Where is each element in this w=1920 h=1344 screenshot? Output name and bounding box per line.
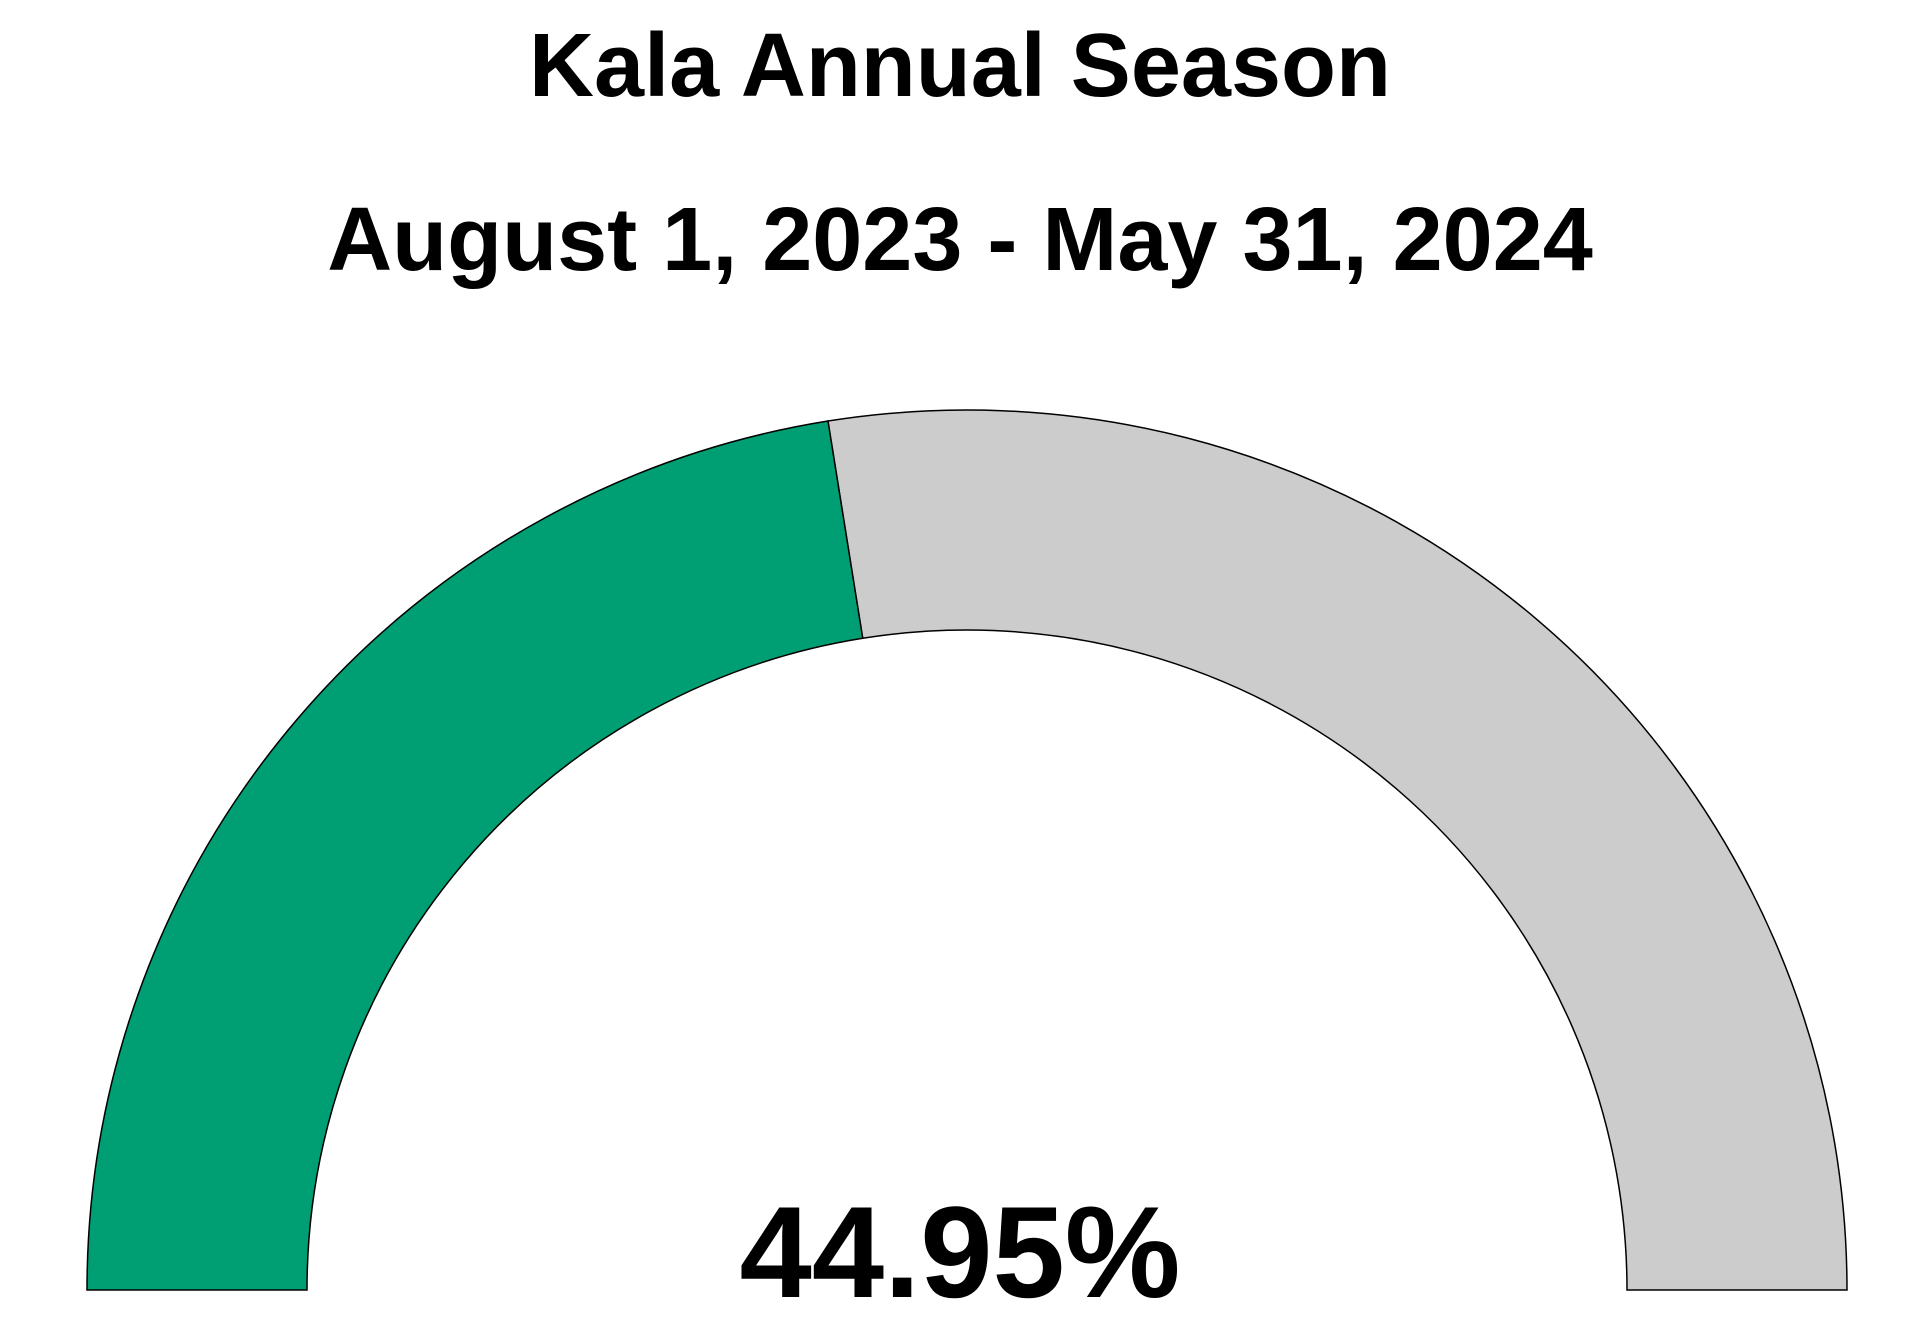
gauge-track-arc bbox=[827, 409, 1848, 1291]
chart-subtitle: August 1, 2023 - May 31, 2024 bbox=[327, 190, 1593, 290]
chart-title: Kala Annual Season bbox=[529, 16, 1391, 116]
gauge-fill-arc bbox=[86, 420, 864, 1291]
gauge-value-label: 44.95% bbox=[739, 1179, 1181, 1325]
